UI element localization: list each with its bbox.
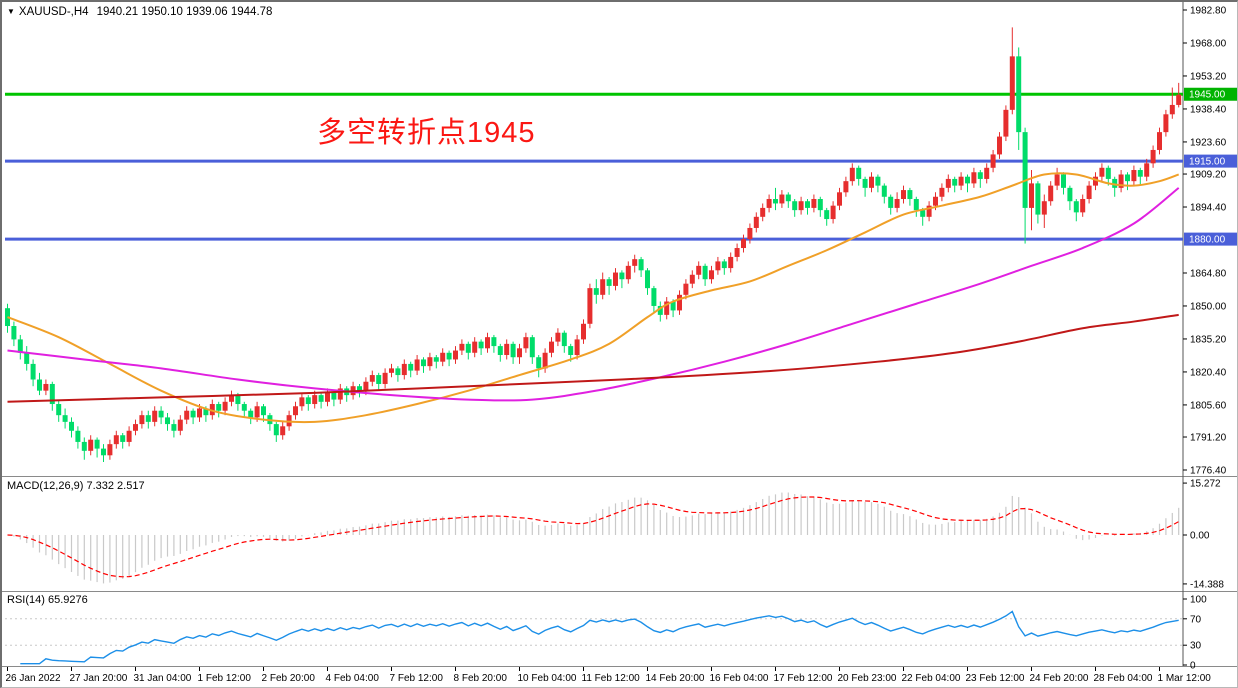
price-tick-label: 1776.40 [1190,466,1227,477]
time-tick-label: 20 Feb 23:00 [838,673,897,684]
ma-fast-line [7,172,1180,424]
time-tick-label: 27 Jan 20:00 [70,673,128,684]
time-tick-label: 1 Feb 12:00 [198,673,252,684]
price-tick-label: 1864.80 [1190,268,1227,279]
price-tick-label: 1791.20 [1190,433,1227,444]
price-tick-label: 1835.20 [1190,334,1227,345]
price-level-badge [1184,232,1237,246]
price-tick-label: 1909.20 [1190,170,1227,181]
time-tick-label: 31 Jan 04:00 [134,673,192,684]
time-tick-label: 1 Mar 12:00 [1158,673,1212,684]
rsi-indicator-label: RSI(14) 65.9276 [7,594,88,606]
time-tick-label: 11 Feb 12:00 [582,673,641,684]
time-tick-label: 22 Feb 04:00 [902,673,961,684]
rsi-line [20,610,1179,665]
price-tick-label: 1953.20 [1190,71,1227,82]
rsi-tick-label: 30 [1190,641,1202,652]
rsi-tick-label: 0 [1190,661,1196,672]
time-tick-label: 10 Feb 04:00 [518,673,577,684]
time-tick-label: 2 Feb 20:00 [262,673,316,684]
price-tick-label: 1982.80 [1190,6,1227,17]
time-axis-labels: 26 Jan 2022 27 Jan 20:00 31 Jan 04:00 1 Feb… [6,667,1212,684]
price-level-badge-label: 1915.00 [1189,157,1226,168]
time-tick-label: 26 Jan 2022 [6,673,61,684]
rsi-levels [5,618,1183,646]
price-tick-label: 1805.60 [1190,400,1227,411]
rsi-tick-label: 70 [1190,614,1202,625]
price-level-badge [1184,87,1237,101]
time-tick-label: 7 Feb 12:00 [390,673,444,684]
time-tick-label: 23 Feb 12:00 [966,673,1025,684]
price-tick-label: 1968.00 [1190,38,1227,49]
price-tick-label: 1894.40 [1190,203,1227,214]
price-level-badge-label: 1945.00 [1189,90,1226,101]
symbol-title: ▼ XAUUSD-,H4 1940.21 1950.10 1939.06 1944.… [7,6,272,18]
symbol-period-label: XAUUSD-,H4 [18,6,89,18]
ma-slow-line [7,313,1179,403]
price-level-badge [1184,154,1237,168]
price-tick-label: 1923.60 [1190,137,1227,148]
time-tick-label: 8 Feb 20:00 [454,673,508,684]
time-tick-label: 4 Feb 04:00 [326,673,380,684]
annotation-text: 多空转折点1945 [317,117,536,149]
macd-tick-label: 15.272 [1190,479,1221,490]
time-tick-label: 14 Feb 20:00 [646,673,705,684]
price-tick-label: 1938.40 [1190,104,1227,115]
time-tick-label: 17 Feb 12:00 [774,673,833,684]
price-axis-labels: 1982.80 1968.00 1953.20 1938.40 1923.60 1909.… [1183,6,1237,477]
time-tick-label: 24 Feb 20:00 [1030,673,1089,684]
macd-tick-label: 0.00 [1190,531,1210,542]
ma-mid-line [7,187,1180,402]
candlesticks [5,27,1182,462]
macd-signal-line [7,496,1179,578]
panel-borders [2,2,1237,667]
indicator-axis-labels: 15.272 0.00 -14.388 100 70 30 0 [1183,479,1224,672]
macd-indicator-label: MACD(12,26,9) 7.332 2.517 [7,480,145,492]
macd-histogram [13,492,1180,584]
time-tick-label: 16 Feb 04:00 [710,673,769,684]
rsi-tick-label: 100 [1190,595,1207,606]
symbol-dropdown-icon[interactable]: ▼ [7,7,15,16]
price-tick-label: 1820.40 [1190,367,1227,378]
ohlc-values: 1940.21 1950.10 1939.06 1944.78 [96,6,273,18]
price-tick-label: 1850.00 [1190,301,1227,312]
macd-tick-label: -14.388 [1190,579,1224,590]
price-level-badge-label: 1880.00 [1189,235,1226,246]
time-tick-label: 28 Feb 04:00 [1094,673,1153,684]
